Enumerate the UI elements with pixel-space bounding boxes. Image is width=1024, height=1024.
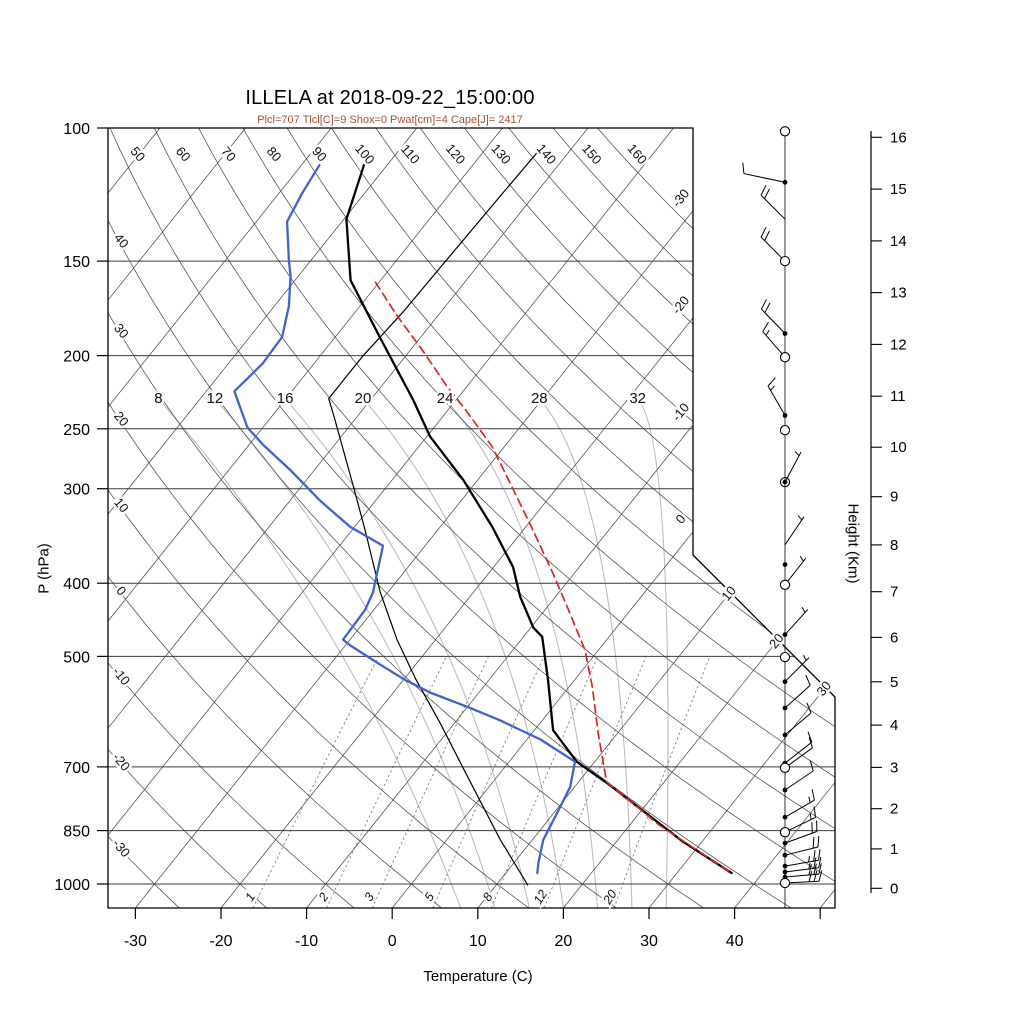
svg-text:3: 3	[890, 759, 898, 776]
chart-title: ILLELA at 2018-09-22_15:00:00	[245, 87, 535, 109]
chart-subtitle: Plcl=707 Tlcl[C]=9 Shox=0 Pwat[cm]=4 Cap…	[257, 114, 523, 126]
svg-text:28: 28	[531, 390, 548, 407]
wetbulb-curve	[328, 143, 545, 886]
svg-text:90: 90	[309, 144, 330, 165]
dry-adiabats	[108, 128, 835, 908]
svg-text:12: 12	[890, 336, 907, 353]
svg-text:10: 10	[111, 495, 132, 516]
svg-text:20: 20	[355, 390, 372, 407]
svg-text:200: 200	[63, 349, 90, 366]
svg-text:-30: -30	[110, 836, 134, 860]
svg-text:0: 0	[388, 933, 397, 950]
svg-text:12: 12	[207, 390, 224, 407]
pressure-axis: 100 150 200 250 300 400 500 700 850 1000	[54, 121, 108, 894]
svg-text:16: 16	[277, 390, 294, 407]
svg-text:-30: -30	[124, 933, 147, 950]
temperature-axis-title: Temperature (C)	[423, 968, 533, 985]
moist-adiabats	[157, 398, 669, 908]
svg-text:40: 40	[726, 933, 744, 950]
svg-text:-10: -10	[295, 933, 318, 950]
svg-text:-20: -20	[669, 293, 692, 317]
svg-text:300: 300	[63, 482, 90, 499]
svg-text:10: 10	[718, 583, 739, 604]
svg-text:100: 100	[63, 121, 90, 138]
svg-text:30: 30	[640, 933, 658, 950]
svg-text:-20: -20	[209, 933, 232, 950]
svg-text:0: 0	[672, 511, 688, 526]
svg-text:70: 70	[218, 144, 239, 165]
pressure-gridlines	[108, 128, 835, 885]
temperature-axis: -30 -20 -10 0 10 20 30 40	[124, 908, 821, 950]
svg-text:5: 5	[422, 890, 438, 903]
sounding-curves	[233, 143, 733, 886]
dewpoint-curve	[233, 164, 577, 875]
svg-text:80: 80	[264, 144, 285, 165]
svg-text:150: 150	[63, 254, 90, 271]
svg-text:20: 20	[555, 933, 573, 950]
parcel-curve	[374, 281, 733, 874]
svg-text:30: 30	[813, 678, 834, 699]
svg-text:10: 10	[890, 439, 907, 456]
plot-frame	[107, 127, 836, 909]
svg-text:250: 250	[63, 422, 90, 439]
svg-text:850: 850	[63, 824, 90, 841]
svg-text:400: 400	[63, 576, 90, 593]
svg-text:1: 1	[890, 841, 898, 858]
svg-text:500: 500	[63, 649, 90, 666]
svg-text:160: 160	[625, 141, 651, 167]
wind-barb-column	[742, 126, 823, 908]
svg-text:9: 9	[890, 489, 898, 506]
svg-text:32: 32	[629, 390, 646, 407]
svg-text:16: 16	[890, 129, 907, 146]
svg-text:8: 8	[890, 537, 898, 554]
svg-text:110: 110	[398, 141, 423, 166]
svg-text:14: 14	[890, 233, 907, 250]
svg-text:100: 100	[352, 141, 378, 167]
svg-text:0: 0	[113, 583, 129, 598]
svg-text:40: 40	[111, 230, 132, 251]
svg-text:150: 150	[579, 141, 605, 167]
svg-text:12: 12	[531, 887, 550, 906]
svg-text:10: 10	[469, 933, 487, 950]
svg-text:13: 13	[890, 285, 907, 302]
svg-text:4: 4	[890, 717, 898, 734]
svg-text:20: 20	[600, 887, 620, 907]
temperature-curve	[345, 164, 733, 875]
svg-text:11: 11	[890, 388, 906, 405]
svg-text:-30: -30	[669, 186, 692, 210]
svg-text:700: 700	[63, 760, 90, 777]
svg-text:7: 7	[890, 584, 898, 601]
svg-text:8: 8	[154, 390, 162, 407]
svg-text:60: 60	[173, 144, 194, 165]
svg-text:-20: -20	[110, 750, 134, 774]
svg-text:1000: 1000	[54, 877, 90, 894]
svg-text:0: 0	[890, 880, 898, 897]
svg-text:2: 2	[890, 801, 898, 818]
svg-text:15: 15	[890, 181, 907, 198]
svg-text:24: 24	[437, 390, 454, 407]
svg-text:5: 5	[890, 674, 898, 691]
svg-text:6: 6	[890, 629, 898, 646]
svg-text:-10: -10	[110, 664, 134, 688]
